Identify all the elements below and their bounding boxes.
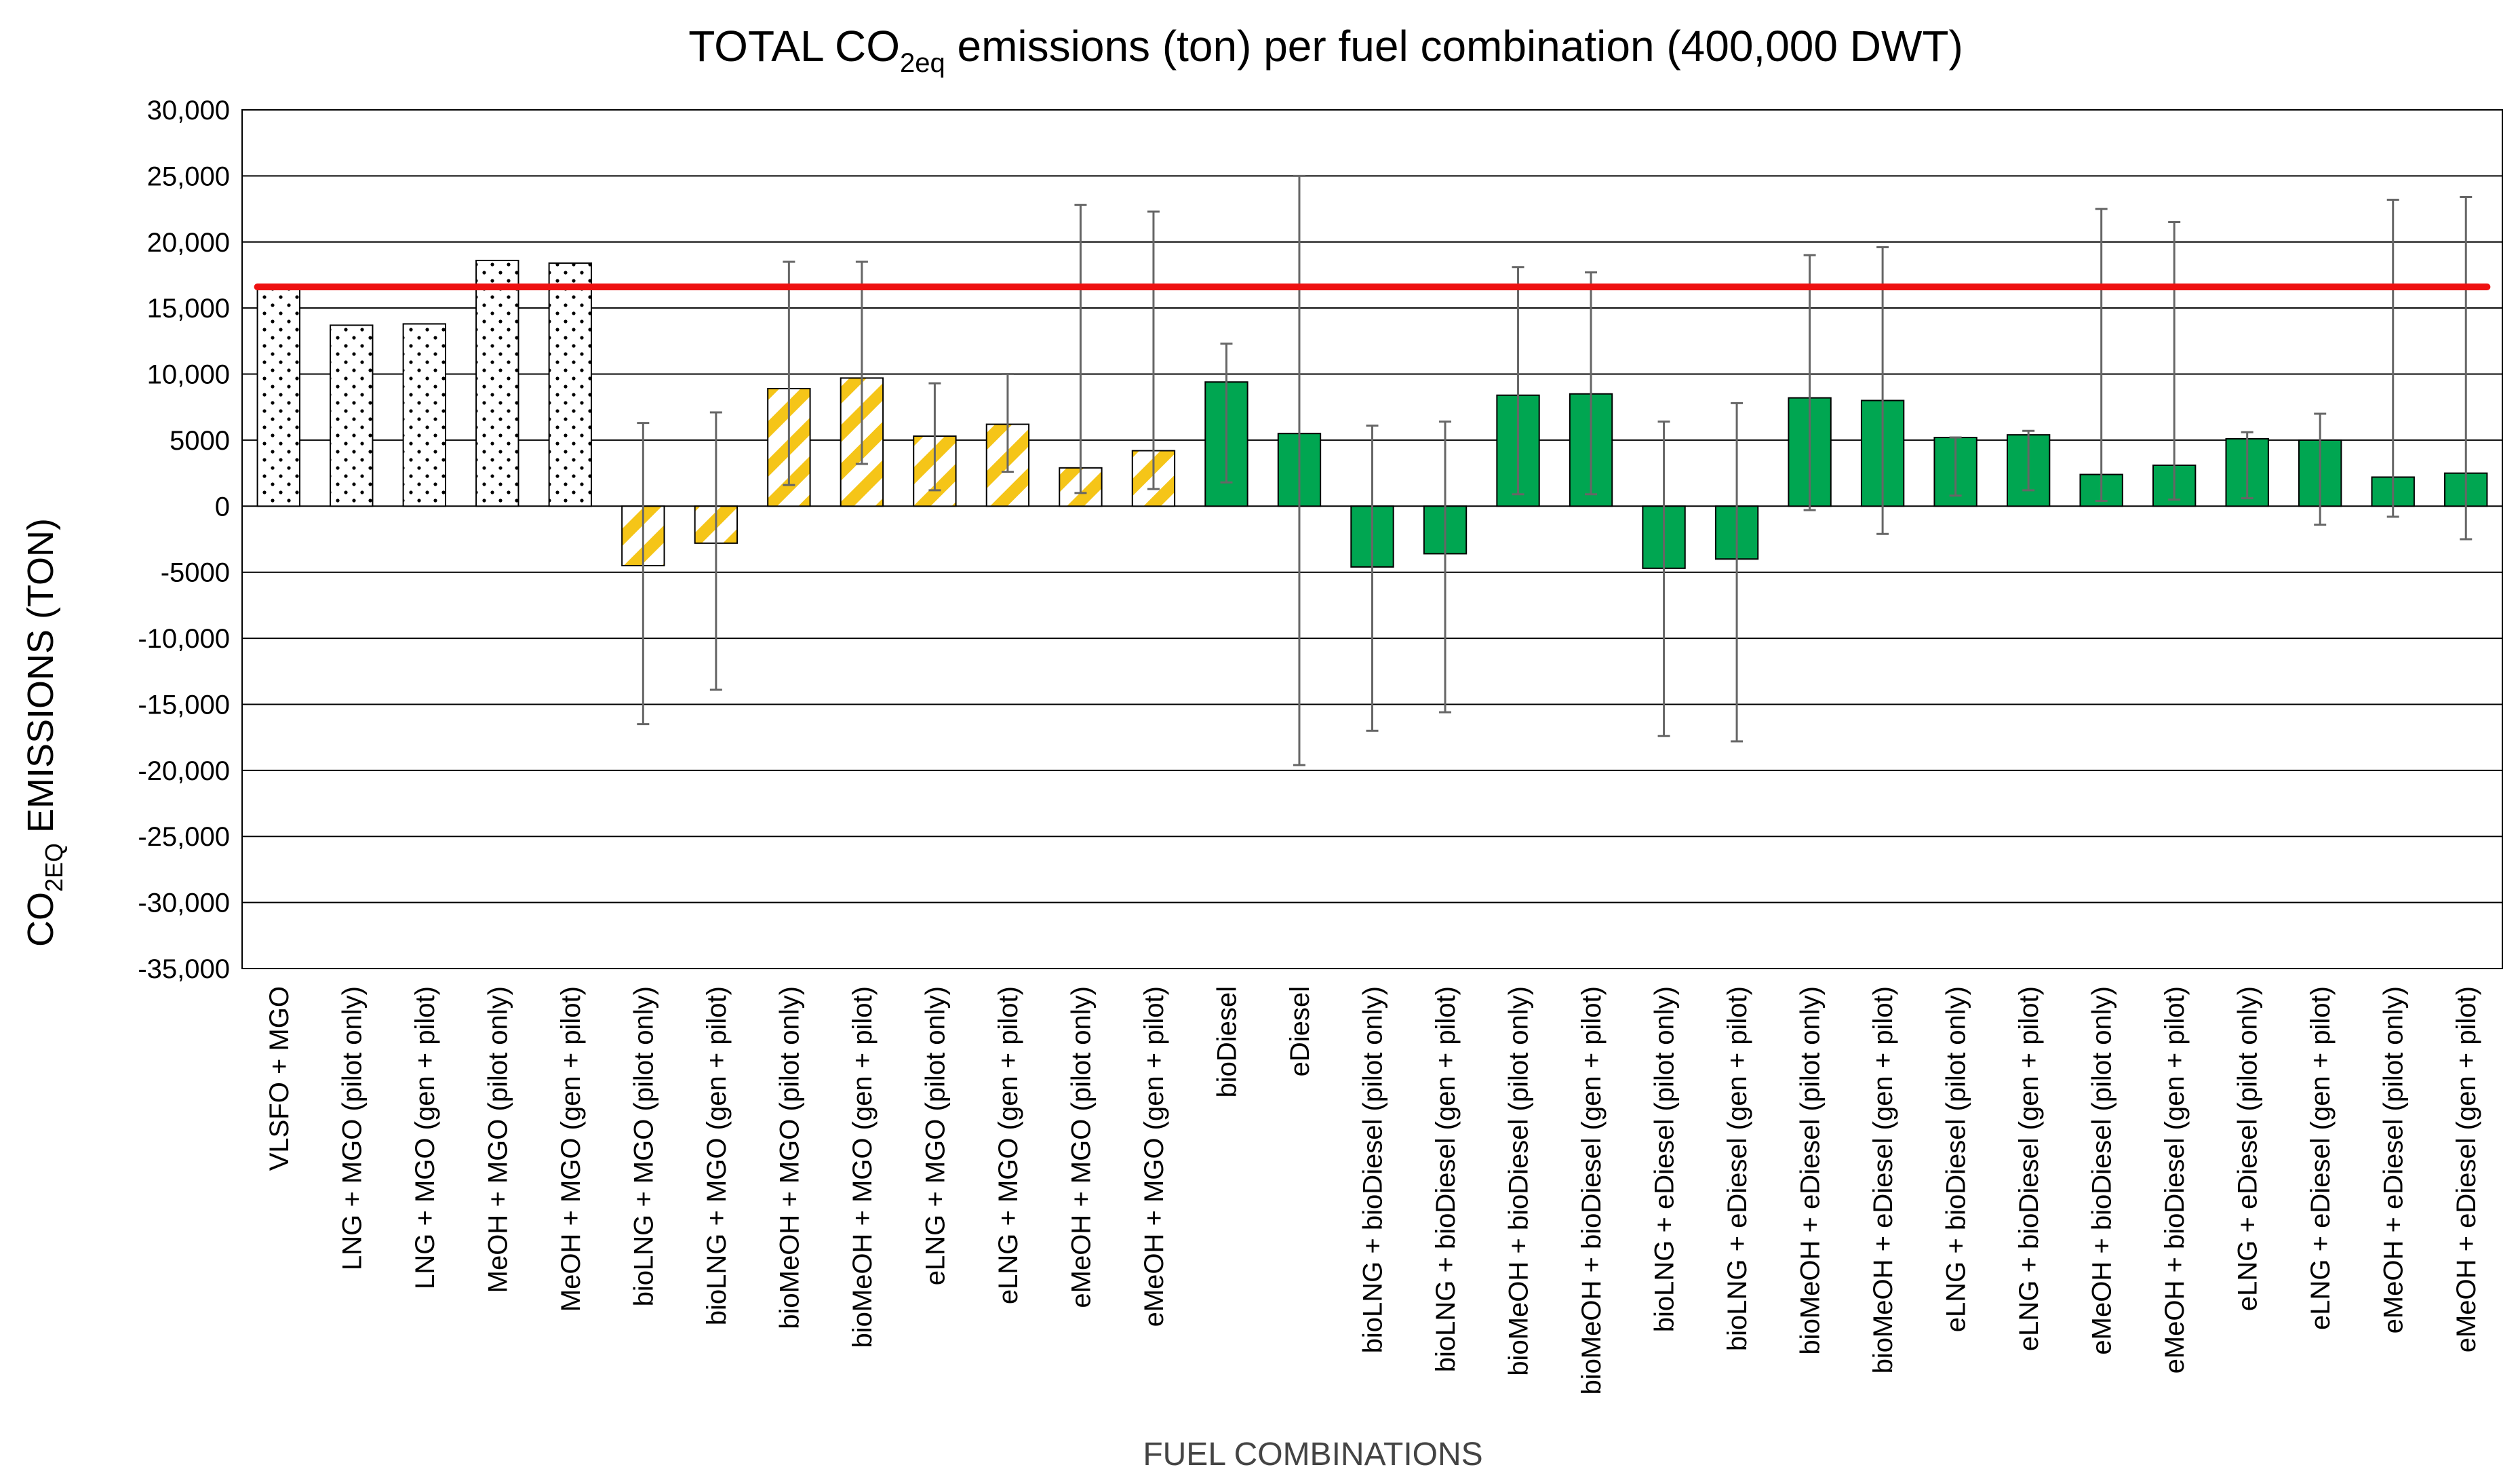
bar bbox=[475, 260, 519, 507]
x-tick-label: bioMeOH + bioDiesel (gen + pilot) bbox=[1577, 986, 1607, 1395]
chart-title: TOTAL CO2eq emissions (ton) per fuel com… bbox=[688, 22, 1963, 78]
bar bbox=[402, 323, 446, 507]
x-tick-label: eMeOH + bioDiesel (pilot only) bbox=[2087, 986, 2117, 1355]
y-tick-label: -25,000 bbox=[138, 822, 230, 852]
y-tick-label: 20,000 bbox=[147, 228, 230, 258]
x-axis-label: FUEL COMBINATIONS bbox=[1143, 1437, 1482, 1472]
x-tick-label: eLNG + eDiesel (pilot only) bbox=[2233, 986, 2263, 1311]
y-tick-label: 15,000 bbox=[147, 294, 230, 324]
x-tick-label: bioDiesel bbox=[1212, 986, 1242, 1098]
x-tick-label: eLNG + eDiesel (gen + pilot) bbox=[2306, 986, 2336, 1330]
y-tick-label: -30,000 bbox=[138, 889, 230, 918]
x-tick-label: eLNG + MGO (pilot only) bbox=[920, 986, 950, 1285]
x-tick-label: VLSFO + MGO bbox=[264, 986, 294, 1171]
y-tick-label: 5000 bbox=[170, 426, 230, 456]
x-tick-label: bioLNG + bioDiesel (pilot only) bbox=[1358, 986, 1388, 1353]
plot-area-border bbox=[241, 109, 2503, 969]
x-tick-label: eDiesel bbox=[1285, 986, 1315, 1076]
y-tick-label: 30,000 bbox=[147, 96, 230, 125]
x-tick-label: eLNG + bioDiesel (pilot only) bbox=[1942, 986, 1971, 1332]
bar bbox=[330, 324, 374, 507]
x-tick-label: MeOH + MGO (gen + pilot) bbox=[556, 986, 586, 1312]
x-tick-label: eMeOH + eDiesel (gen + pilot) bbox=[2452, 986, 2481, 1352]
x-tick-label: bioLNG + eDiesel (gen + pilot) bbox=[1722, 986, 1752, 1351]
y-axis-label: CO2EQ EMISSIONS (TON) bbox=[20, 518, 68, 947]
x-tick-label: LNG + MGO (gen + pilot) bbox=[410, 986, 440, 1289]
bar bbox=[548, 262, 593, 507]
x-tick-label: bioLNG + MGO (pilot only) bbox=[629, 986, 658, 1306]
x-tick-label: eLNG + bioDiesel (gen + pilot) bbox=[2014, 986, 2044, 1351]
y-tick-label: 25,000 bbox=[147, 161, 230, 191]
x-tick-label: eMeOH + bioDiesel (gen + pilot) bbox=[2160, 986, 2190, 1373]
y-tick-label: -10,000 bbox=[138, 624, 230, 654]
y-tick-label: -15,000 bbox=[138, 690, 230, 720]
x-tick-label: bioLNG + MGO (gen + pilot) bbox=[702, 986, 732, 1325]
x-tick-label: eMeOH + MGO (gen + pilot) bbox=[1139, 986, 1169, 1327]
x-tick-label: bioLNG + bioDiesel (gen + pilot) bbox=[1431, 986, 1461, 1372]
bar bbox=[256, 286, 300, 507]
x-tick-label: bioMeOH + bioDiesel (pilot only) bbox=[1504, 986, 1534, 1376]
x-tick-label: LNG + MGO (pilot only) bbox=[337, 986, 367, 1270]
x-tick-label: eMeOH + eDiesel (pilot only) bbox=[2379, 986, 2409, 1333]
error-bars bbox=[637, 174, 2473, 766]
x-tick-label: eLNG + MGO (gen + pilot) bbox=[993, 986, 1023, 1304]
y-axis-ticks: 30,000 25,000 20,000 15,000 10,000 5000 0 -5000… bbox=[138, 96, 230, 984]
y-tick-label: 10,000 bbox=[147, 360, 230, 390]
x-tick-label: bioMeOH + eDiesel (gen + pilot) bbox=[1868, 986, 1898, 1373]
x-tick-label: bioLNG + eDiesel (pilot only) bbox=[1650, 986, 1680, 1332]
x-axis-categories: VLSFO + MGO LNG + MGO (pilot only) LNG + M… bbox=[264, 986, 2481, 1395]
x-tick-label: eMeOH + MGO (pilot only) bbox=[1066, 986, 1096, 1308]
x-tick-label: bioMeOH + MGO (pilot only) bbox=[774, 986, 804, 1329]
x-tick-label: MeOH + MGO (pilot only) bbox=[483, 986, 513, 1293]
y-tick-label: -20,000 bbox=[138, 756, 230, 786]
y-tick-label: 0 bbox=[215, 492, 230, 522]
x-tick-label: bioMeOH + eDiesel (pilot only) bbox=[1796, 986, 1826, 1355]
y-tick-label: -35,000 bbox=[138, 954, 230, 984]
y-tick-label: -5000 bbox=[161, 558, 230, 588]
x-tick-label: bioMeOH + MGO (gen + pilot) bbox=[848, 986, 878, 1348]
